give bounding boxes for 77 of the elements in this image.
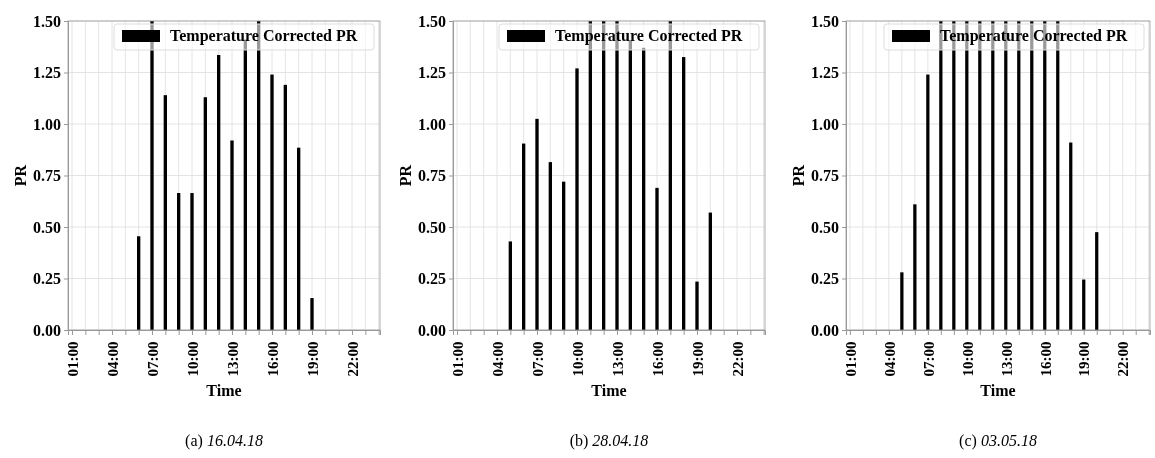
x-tick-label: 22:00 [729,341,746,377]
x-tick-label: 13:00 [998,341,1015,377]
x-tick-label: 10:00 [184,341,201,377]
text: (c) 03.05.18 [959,432,1037,450]
x-tick-label: 22:00 [344,341,361,377]
x-tick-label: 04:00 [104,341,121,377]
y-tick-label: 0.00 [811,321,839,339]
y-tick-label: 0.75 [418,167,446,185]
x-tick-label: 16:00 [1037,341,1054,377]
x-tick-label: 19:00 [689,341,706,377]
x-tick-label: 04:00 [489,341,506,377]
bar [1095,232,1099,330]
x-axis-title: Time [206,382,242,399]
bar [310,298,314,330]
x-tick-label: 04:00 [881,341,898,377]
x-tick-label: 10:00 [569,341,586,377]
x-tick-label: 10:00 [959,341,976,377]
y-tick-label: 1.00 [33,115,61,133]
legend-label: Temperature Corrected PR [940,27,1128,45]
y-tick-label: 0.25 [418,270,446,288]
x-axis-title: Time [980,382,1016,399]
y-tick-label: 0.25 [811,270,839,288]
y-tick-label: 0.00 [33,321,61,339]
y-axis-title: PR [790,164,807,187]
bar [217,54,221,330]
bar [203,97,207,330]
bar [163,95,167,330]
y-tick-label: 0.50 [811,218,839,236]
y-tick-label: 1.50 [418,12,446,30]
x-tick-label: 07:00 [920,341,937,377]
y-tick-label: 0.75 [33,167,61,185]
y-tick-label: 1.25 [33,64,61,82]
y-tick-label: 1.25 [418,64,446,82]
x-tick-label: 16:00 [264,341,281,377]
y-tick-label: 0.25 [33,270,61,288]
bar [655,187,659,330]
y-tick-label: 0.75 [811,167,839,185]
y-tick-label: 1.50 [33,12,61,30]
y-tick-label: 0.50 [33,218,61,236]
x-tick-label: 19:00 [1076,341,1093,377]
y-axis-title: PR [397,164,414,187]
y-tick-label: 1.25 [811,64,839,82]
bar [926,74,930,330]
legend-label: Temperature Corrected PR [170,27,358,45]
bar [283,84,287,330]
bar [900,272,904,330]
x-tick-label: 22:00 [1115,341,1132,377]
bar [575,68,579,330]
bar [1082,279,1086,330]
x-axis-title: Time [591,382,627,399]
y-tick-label: 1.00 [418,115,446,133]
x-tick-label: 01:00 [449,341,466,377]
y-tick-label: 1.00 [811,115,839,133]
x-tick-label: 07:00 [144,341,161,377]
x-tick-label: 01:00 [842,341,859,377]
x-tick-label: 16:00 [649,341,666,377]
x-tick-label: 01:00 [64,341,81,377]
legend-label: Temperature Corrected PR [555,27,743,45]
x-tick-label: 07:00 [529,341,546,377]
x-tick-label: 13:00 [609,341,626,377]
text: (a) 16.04.18 [185,432,263,450]
bar [535,118,539,330]
y-axis-title: PR [12,164,29,187]
bar [642,47,646,330]
y-tick-label: 1.50 [811,12,839,30]
y-tick-label: 0.00 [418,321,446,339]
bar [913,204,917,330]
bar [190,193,194,330]
y-tick-label: 0.50 [418,218,446,236]
x-tick-label: 19:00 [304,341,321,377]
text: (b) 28.04.18 [569,432,649,450]
bar [270,74,274,330]
bar [1069,142,1073,330]
bar [682,57,686,330]
x-tick-label: 13:00 [224,341,241,377]
bar [695,281,699,330]
bar [230,140,234,330]
